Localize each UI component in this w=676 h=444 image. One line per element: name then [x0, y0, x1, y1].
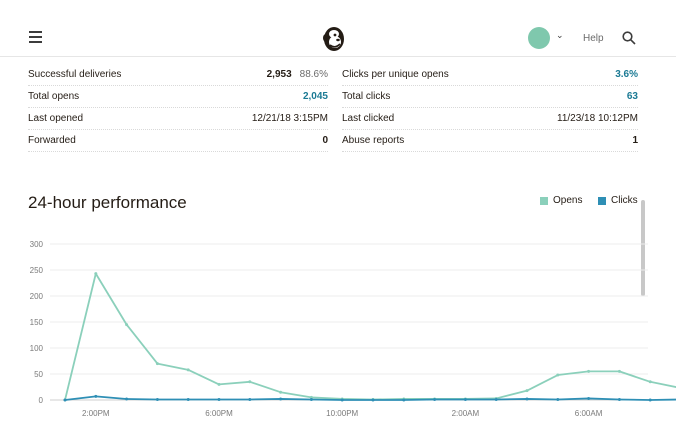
data-point-clicks	[648, 398, 652, 402]
legend-swatch	[540, 196, 548, 205]
data-point-opens	[617, 369, 621, 373]
y-tick-label: 150	[30, 318, 44, 327]
stats-right-column: Clicks per unique opens 3.6% Total click…	[342, 64, 638, 152]
data-point-clicks	[217, 397, 221, 401]
stat-label: Forwarded	[28, 135, 76, 146]
stat-label: Last clicked	[342, 113, 395, 124]
stat-value-link[interactable]: 2,045	[302, 91, 328, 102]
data-point-clicks	[186, 397, 190, 401]
mailchimp-freddie-icon[interactable]	[320, 25, 348, 53]
data-point-clicks	[248, 397, 252, 401]
data-point-opens	[279, 390, 283, 394]
data-point-opens	[556, 373, 560, 377]
data-point-opens	[94, 272, 98, 276]
stat-last-opened: Last opened 12/21/18 3:15PM	[28, 108, 328, 130]
stat-total-opens: Total opens 2,045	[28, 86, 328, 108]
stat-successful-deliveries: Successful deliveries 2,953 88.6%	[28, 64, 328, 86]
stat-value: 12/21/18 3:15PM	[251, 113, 328, 124]
data-point-opens	[309, 395, 313, 399]
legend-item-opens[interactable]: Opens	[540, 195, 582, 206]
stat-label: Successful deliveries	[28, 69, 122, 80]
y-tick-label: 250	[30, 266, 44, 275]
y-tick-label: 50	[34, 370, 43, 379]
x-tick-label: 10:00PM	[326, 409, 358, 418]
y-tick-label: 200	[30, 292, 44, 301]
x-tick-label: 2:00AM	[452, 409, 480, 418]
data-point-opens	[217, 382, 221, 386]
stat-value: 11/23/18 10:12PM	[557, 113, 638, 124]
y-tick-label: 100	[30, 344, 44, 353]
y-tick-label: 0	[39, 396, 44, 405]
stat-forwarded: Forwarded 0	[28, 130, 328, 152]
legend-item-clicks[interactable]: Clicks	[598, 195, 638, 206]
performance-line-chart: 0 50 100 150 200 250 300 2:00PM 6:00PM 10:00PM 2:0…	[30, 240, 676, 418]
stat-label: Total clicks	[342, 91, 391, 102]
data-point-opens	[248, 380, 252, 384]
data-point-clicks	[433, 397, 437, 401]
data-point-clicks	[63, 398, 67, 402]
data-point-opens	[525, 389, 529, 393]
top-navigation-bar: ⌄ Help	[0, 0, 676, 57]
x-tick-label: 6:00AM	[575, 409, 603, 418]
stat-last-clicked: Last clicked 11/23/18 10:12PM	[342, 108, 638, 130]
stat-percent: 88.6%	[299, 69, 328, 80]
data-point-clicks	[494, 397, 498, 401]
data-point-clicks	[155, 397, 159, 401]
stats-left-column: Successful deliveries 2,953 88.6% Total …	[28, 64, 328, 152]
stat-abuse-reports: Abuse reports 1	[342, 130, 638, 152]
data-point-clicks	[340, 398, 344, 402]
data-point-opens	[125, 323, 129, 327]
stat-value: 0	[322, 135, 328, 146]
stat-value: 3.6%	[615, 69, 638, 80]
data-point-opens	[186, 368, 190, 372]
data-point-clicks	[525, 397, 529, 401]
user-avatar[interactable]	[528, 27, 550, 49]
y-tick-label: 300	[30, 240, 44, 249]
series-line-opens	[64, 272, 676, 401]
x-tick-label: 6:00PM	[205, 409, 233, 418]
data-point-clicks	[617, 397, 621, 401]
section-title: 24-hour performance	[28, 193, 187, 212]
legend-label: Clicks	[611, 195, 638, 206]
stat-value-link[interactable]: 63	[626, 91, 638, 102]
stat-label: Last opened	[28, 113, 84, 124]
vertical-scrollbar[interactable]	[641, 200, 645, 296]
stat-label: Clicks per unique opens	[342, 69, 449, 80]
data-point-clicks	[125, 397, 129, 401]
stat-label: Total opens	[28, 91, 80, 102]
stat-clicks-per-unique-opens: Clicks per unique opens 3.6%	[342, 64, 638, 86]
data-point-opens	[155, 362, 159, 366]
legend-swatch	[598, 196, 606, 205]
help-link[interactable]: Help	[583, 33, 604, 44]
data-point-opens	[587, 369, 591, 373]
data-point-clicks	[279, 397, 283, 401]
data-point-clicks	[94, 394, 98, 398]
stat-value: 2,953	[266, 69, 292, 80]
data-point-clicks	[463, 397, 467, 401]
chevron-down-icon[interactable]: ⌄	[556, 30, 564, 40]
stat-total-clicks: Total clicks 63	[342, 86, 638, 108]
hamburger-menu-icon[interactable]	[29, 31, 42, 44]
data-point-clicks	[402, 398, 406, 402]
legend-label: Opens	[553, 195, 583, 206]
data-point-clicks	[309, 397, 313, 401]
x-tick-label: 2:00PM	[82, 409, 110, 418]
data-point-clicks	[587, 396, 591, 400]
data-point-opens	[648, 380, 652, 384]
search-icon[interactable]	[622, 31, 636, 45]
stat-value: 1	[632, 135, 638, 146]
data-point-clicks	[371, 398, 375, 402]
stat-label: Abuse reports	[342, 135, 405, 146]
data-point-clicks	[556, 397, 560, 401]
